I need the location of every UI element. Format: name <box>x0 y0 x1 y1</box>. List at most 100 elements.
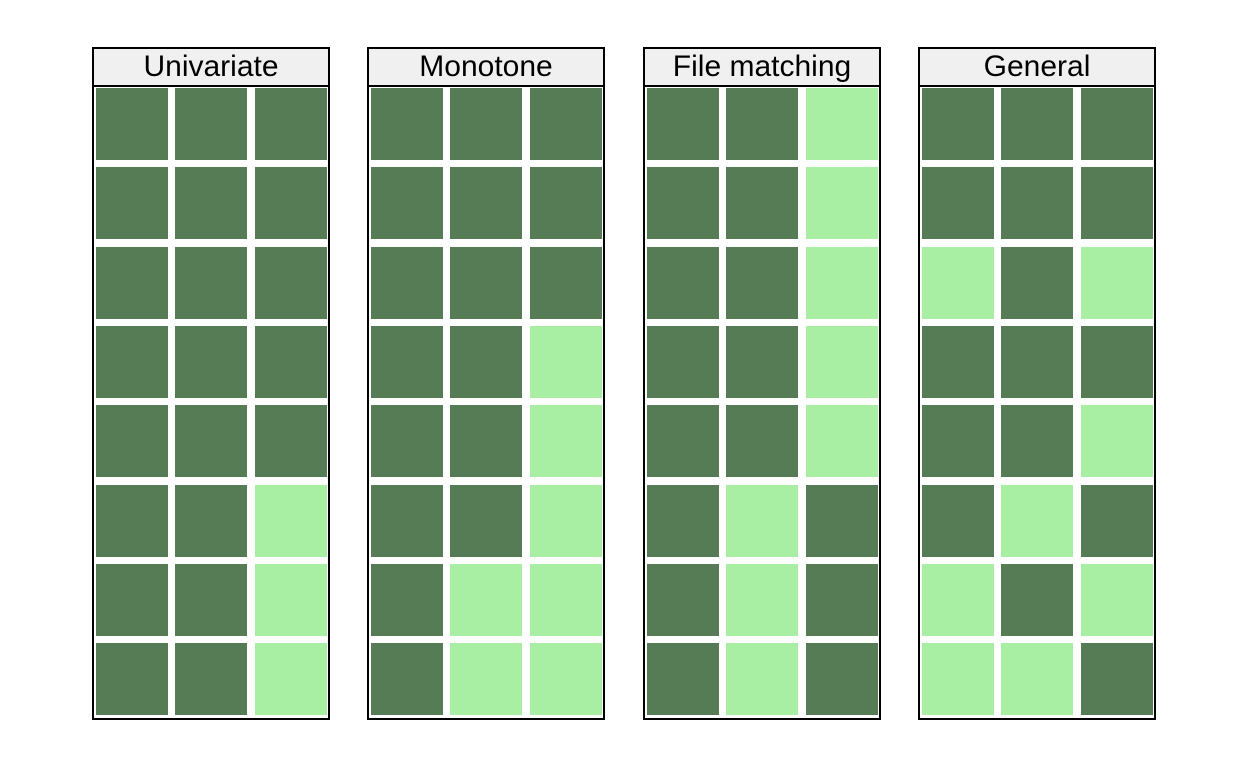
cell-observed <box>1081 643 1153 715</box>
cell-observed <box>1001 167 1073 239</box>
cell-missing <box>922 564 994 636</box>
cell-observed <box>255 247 327 319</box>
cell-missing <box>530 643 602 715</box>
panel-univariate: Univariate <box>92 47 330 720</box>
cell-missing <box>806 326 878 398</box>
panel-monotone: Monotone <box>367 47 605 720</box>
cell-observed <box>96 643 168 715</box>
cell-observed <box>1081 485 1153 557</box>
cell-missing <box>726 564 798 636</box>
cell-observed <box>371 88 443 160</box>
panel-general: General <box>918 47 1156 720</box>
cell-observed <box>530 167 602 239</box>
cell-missing <box>726 485 798 557</box>
cell-observed <box>647 88 719 160</box>
panel-grid <box>643 85 881 720</box>
cell-observed <box>922 88 994 160</box>
cell-observed <box>371 643 443 715</box>
cell-observed <box>96 405 168 477</box>
cell-observed <box>175 88 247 160</box>
panel-title: General <box>918 47 1156 87</box>
cell-missing <box>806 167 878 239</box>
cell-observed <box>175 405 247 477</box>
panel-grid <box>367 85 605 720</box>
cell-observed <box>450 88 522 160</box>
cell-observed <box>255 167 327 239</box>
cell-missing <box>1081 247 1153 319</box>
cell-observed <box>371 485 443 557</box>
cell-observed <box>726 88 798 160</box>
cell-missing <box>922 643 994 715</box>
cell-observed <box>175 485 247 557</box>
cell-observed <box>530 88 602 160</box>
cell-observed <box>1081 88 1153 160</box>
cell-missing <box>806 247 878 319</box>
cell-observed <box>1001 88 1073 160</box>
cell-observed <box>647 485 719 557</box>
cell-observed <box>922 405 994 477</box>
cell-missing <box>255 643 327 715</box>
cell-observed <box>922 485 994 557</box>
cell-observed <box>96 88 168 160</box>
cell-observed <box>530 247 602 319</box>
cell-missing <box>450 643 522 715</box>
cell-observed <box>450 167 522 239</box>
cell-missing <box>1001 485 1073 557</box>
panel-grid <box>918 85 1156 720</box>
cell-observed <box>255 326 327 398</box>
cell-missing <box>806 88 878 160</box>
cell-missing <box>726 643 798 715</box>
cell-missing <box>530 564 602 636</box>
cell-observed <box>175 643 247 715</box>
cell-missing <box>530 485 602 557</box>
panel-title: File matching <box>643 47 881 87</box>
panel-title: Univariate <box>92 47 330 87</box>
cell-observed <box>450 326 522 398</box>
cell-observed <box>726 167 798 239</box>
panel-file-matching: File matching <box>643 47 881 720</box>
cell-observed <box>1001 326 1073 398</box>
panel-title: Monotone <box>367 47 605 87</box>
cell-observed <box>175 564 247 636</box>
cell-observed <box>96 167 168 239</box>
cell-observed <box>371 247 443 319</box>
cell-observed <box>647 405 719 477</box>
cell-observed <box>96 247 168 319</box>
cell-observed <box>450 485 522 557</box>
cell-missing <box>255 485 327 557</box>
cell-observed <box>255 88 327 160</box>
cell-observed <box>922 326 994 398</box>
cell-observed <box>726 247 798 319</box>
cell-observed <box>647 564 719 636</box>
cell-missing <box>255 564 327 636</box>
cell-observed <box>922 167 994 239</box>
cell-observed <box>96 564 168 636</box>
cell-observed <box>647 326 719 398</box>
cell-missing <box>530 405 602 477</box>
cell-missing <box>530 326 602 398</box>
cell-observed <box>1081 326 1153 398</box>
cell-observed <box>647 643 719 715</box>
cell-observed <box>1001 405 1073 477</box>
cell-missing <box>806 405 878 477</box>
cell-observed <box>96 326 168 398</box>
cell-missing <box>922 247 994 319</box>
cell-observed <box>450 247 522 319</box>
cell-observed <box>175 247 247 319</box>
cell-missing <box>450 564 522 636</box>
cell-observed <box>647 247 719 319</box>
cell-observed <box>371 326 443 398</box>
cell-observed <box>1001 247 1073 319</box>
cell-observed <box>175 326 247 398</box>
cell-observed <box>371 167 443 239</box>
panel-grid <box>92 85 330 720</box>
cell-observed <box>371 405 443 477</box>
cell-observed <box>806 485 878 557</box>
cell-observed <box>806 564 878 636</box>
cell-observed <box>647 167 719 239</box>
cell-observed <box>1001 564 1073 636</box>
cell-observed <box>175 167 247 239</box>
cell-observed <box>371 564 443 636</box>
cell-observed <box>96 485 168 557</box>
